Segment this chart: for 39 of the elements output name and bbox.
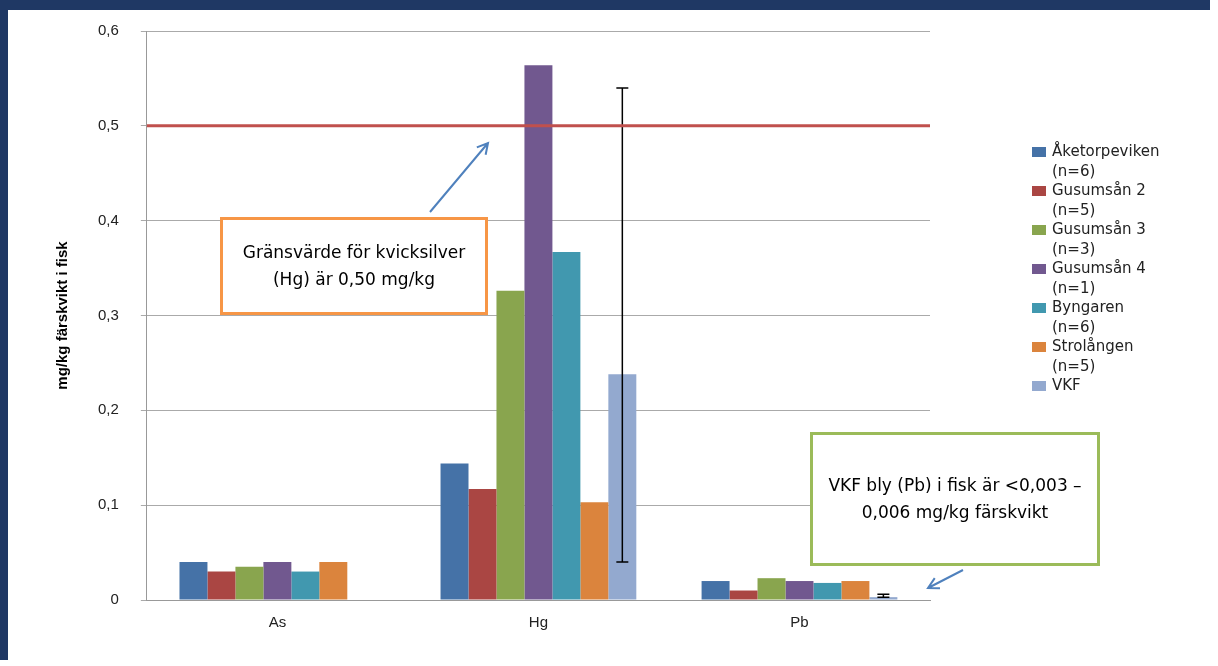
bar <box>207 571 236 600</box>
bar <box>496 290 525 600</box>
bar <box>701 581 730 600</box>
bar <box>179 562 208 600</box>
x-tick-label: As <box>268 613 287 631</box>
bar <box>291 571 320 600</box>
legend-label: Åketorpeviken (n=6) <box>1052 142 1161 181</box>
callout-box: VKF bly (Pb) i fisk är <0,003 – 0,006 mg/kg färskvikt <box>810 432 1100 566</box>
bar <box>757 578 786 600</box>
legend-label: VKF <box>1052 376 1081 396</box>
bar <box>841 581 870 600</box>
legend-label: Byngaren (n=6) <box>1052 298 1125 337</box>
legend-label: Gusumsån 4 (n=1) <box>1052 259 1147 298</box>
y-tick-label: 0,3 <box>97 305 119 323</box>
bar <box>468 489 497 600</box>
y-tick-label: 0,1 <box>97 495 119 513</box>
y-tick-label: 0 <box>110 590 119 608</box>
bar <box>552 251 581 600</box>
bar <box>235 566 264 600</box>
bar <box>608 374 637 600</box>
x-tick-label: Hg <box>528 613 549 631</box>
legend-label: Gusumsån 2 (n=5) <box>1052 181 1147 220</box>
y-axis-title: mg/kg färskvikt i fisk <box>53 240 71 390</box>
bar <box>319 562 348 600</box>
y-tick-label: 0,5 <box>97 115 119 133</box>
x-tick-label: Pb <box>790 613 809 631</box>
legend-label: Gusumsån 3 (n=3) <box>1052 220 1147 259</box>
bar <box>785 581 814 600</box>
bar <box>813 582 842 600</box>
bar <box>729 590 758 600</box>
bar <box>580 502 609 600</box>
bar <box>440 463 469 600</box>
bar <box>263 562 292 600</box>
legend-label: Strolången (n=5) <box>1052 337 1135 376</box>
y-tick-label: 0,4 <box>97 210 119 228</box>
bar <box>524 65 553 600</box>
y-tick-label: 0,6 <box>97 21 119 39</box>
y-tick-label: 0,2 <box>97 400 119 418</box>
callout-box: Gränsvärde för kvicksilver (Hg) är 0,50 mg/kg <box>220 217 488 315</box>
